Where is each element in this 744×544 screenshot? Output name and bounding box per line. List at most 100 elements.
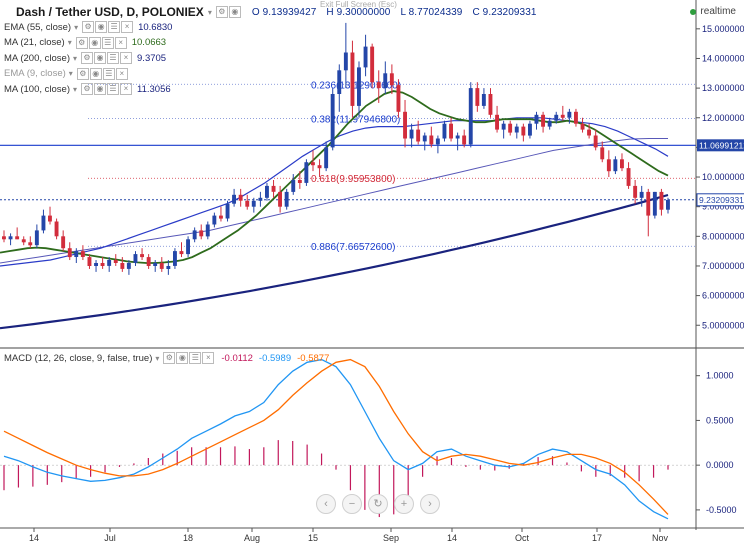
eye-icon[interactable]: ◉ <box>228 6 241 18</box>
close-icon[interactable]: × <box>202 352 215 364</box>
ma100-line <box>0 138 668 264</box>
fib-level-label: 0.886(7.66572600) <box>311 242 396 253</box>
indicator-legend[interactable]: MA (100, close) ▾ ⚙ ◉ ☰ × 11.3056 <box>4 83 171 95</box>
candle-body <box>179 251 184 255</box>
eye-icon[interactable]: ◉ <box>94 52 107 64</box>
chevron-left-icon[interactable]: ‹ <box>316 494 336 514</box>
indicator-label: EMA (9, close) <box>4 68 66 79</box>
candle-body <box>567 111 572 118</box>
candle-body <box>633 185 638 198</box>
macd-legend[interactable]: MACD (12, 26, close, 9, false, true) ▾ ⚙… <box>4 352 329 364</box>
settings-icon[interactable]: ⚙ <box>75 36 88 49</box>
last-price-tag <box>696 193 744 207</box>
eye-icon[interactable]: ◉ <box>94 83 107 95</box>
dropdown-icon[interactable]: ▾ <box>68 69 73 78</box>
indicator-legend[interactable]: MA (200, close) ▾ ⚙ ◉ ☰ × 9.3705 <box>4 52 166 64</box>
close-icon[interactable]: × <box>120 52 133 64</box>
close-icon[interactable]: × <box>120 83 133 95</box>
price-tick-label: 5.00000000 <box>702 320 744 330</box>
ohlc-low: L 8.77024339 <box>400 6 463 18</box>
candle-body <box>173 251 177 266</box>
dropdown-icon[interactable]: ▾ <box>207 7 212 17</box>
candle-body <box>534 114 539 124</box>
macd-signal-line <box>3 358 669 515</box>
candle-body <box>429 135 434 145</box>
candle-body <box>580 123 585 130</box>
price-tick-label: 10.00000000 <box>702 172 744 182</box>
chevron-right-icon[interactable]: › <box>420 494 440 514</box>
candle-body <box>541 114 545 127</box>
candle-body <box>363 46 368 68</box>
price-tick-label: 8.00000000 <box>702 231 744 241</box>
menu-icon[interactable]: ☰ <box>107 52 120 64</box>
candle-body <box>28 242 33 246</box>
dropdown-icon[interactable]: ▾ <box>67 38 72 47</box>
candle-body <box>508 123 513 133</box>
candle-body <box>61 236 66 249</box>
settings-icon[interactable]: ☰ <box>189 352 202 364</box>
price-tick-label: 14.00000000 <box>702 53 744 63</box>
grid <box>0 144 744 349</box>
settings-icon[interactable]: ⚙ <box>76 67 89 80</box>
macd-tick-label: 0.0000 <box>706 460 734 470</box>
dropdown-icon[interactable]: ▾ <box>74 22 79 32</box>
candle-body <box>547 120 552 127</box>
candle-body <box>442 123 447 139</box>
candle-body <box>652 191 657 216</box>
settings-icon[interactable]: ⚙ <box>215 6 228 18</box>
indicator-legend[interactable]: MA (21, close) ▾ ⚙ ◉ ☰ × 10.0663 <box>4 36 166 49</box>
time-tick-label: 14 <box>447 533 457 543</box>
candle-body <box>140 254 144 258</box>
close-icon[interactable]: × <box>115 67 128 80</box>
menu-icon[interactable]: ☰ <box>108 21 121 33</box>
realtime-label: realtime <box>700 6 736 17</box>
candle-body <box>422 135 427 142</box>
settings-icon[interactable]: ⚙ <box>81 83 94 95</box>
candle-body <box>225 203 230 219</box>
candle-body <box>514 126 519 133</box>
candle-body <box>21 239 26 243</box>
candle-body <box>265 185 269 198</box>
menu-icon[interactable]: ☰ <box>107 83 120 95</box>
settings-icon[interactable]: ⚙ <box>82 21 95 33</box>
plus-icon[interactable]: + <box>394 494 414 514</box>
dropdown-icon[interactable]: ▾ <box>73 84 78 94</box>
menu-icon[interactable]: ☰ <box>101 36 114 49</box>
candle-body <box>495 114 499 130</box>
chart-navigation: ‹ − ↻ + › <box>316 494 440 514</box>
eye-icon[interactable]: ◉ <box>88 36 101 49</box>
candle-body <box>284 191 289 207</box>
eye-icon[interactable]: ◉ <box>176 352 189 364</box>
indicator-label: MA (21, close) <box>4 37 65 48</box>
time-tick-label: 14 <box>29 533 39 543</box>
candle-body <box>120 263 125 269</box>
macd-line <box>3 358 669 520</box>
menu-icon[interactable]: ☰ <box>102 67 115 80</box>
close-icon[interactable]: × <box>114 36 127 49</box>
macd-line-value: -0.5989 <box>258 352 292 364</box>
reset-icon[interactable]: ↻ <box>368 494 388 514</box>
candle-body <box>343 52 348 71</box>
candle-body <box>350 52 355 106</box>
macd-label: MACD (12, 26, close, 9, false, true) <box>4 352 153 364</box>
indicator-legend[interactable]: EMA (55, close) ▾ ⚙ ◉ ☰ × 10.6830 <box>4 21 172 33</box>
indicator-legend[interactable]: EMA (9, close) ▾ ⚙ ◉ ☰ × <box>4 67 133 80</box>
candle-body <box>54 221 59 237</box>
dropdown-icon[interactable]: ▾ <box>155 353 160 363</box>
minus-icon[interactable]: − <box>342 494 362 514</box>
candle-body <box>521 126 526 136</box>
candle-body <box>449 123 453 139</box>
time-tick-label: Jul <box>104 533 116 543</box>
symbol-title[interactable]: Dash / Tether USD, D, POLONIEX <box>16 5 204 19</box>
dropdown-icon[interactable]: ▾ <box>73 53 78 63</box>
close-icon[interactable]: × <box>121 21 134 33</box>
settings-icon[interactable]: ⚙ <box>81 52 94 64</box>
macd-tick-label: -0.5000 <box>706 505 737 515</box>
settings-icon[interactable]: ⚙ <box>163 352 176 364</box>
eye-icon[interactable]: ◉ <box>95 21 108 33</box>
eye-icon[interactable]: ◉ <box>89 67 102 80</box>
candle-body <box>620 159 624 169</box>
candle-body <box>462 135 467 145</box>
exit-fullscreen-hint[interactable]: Exit Full Screen (Esc) <box>320 0 397 9</box>
